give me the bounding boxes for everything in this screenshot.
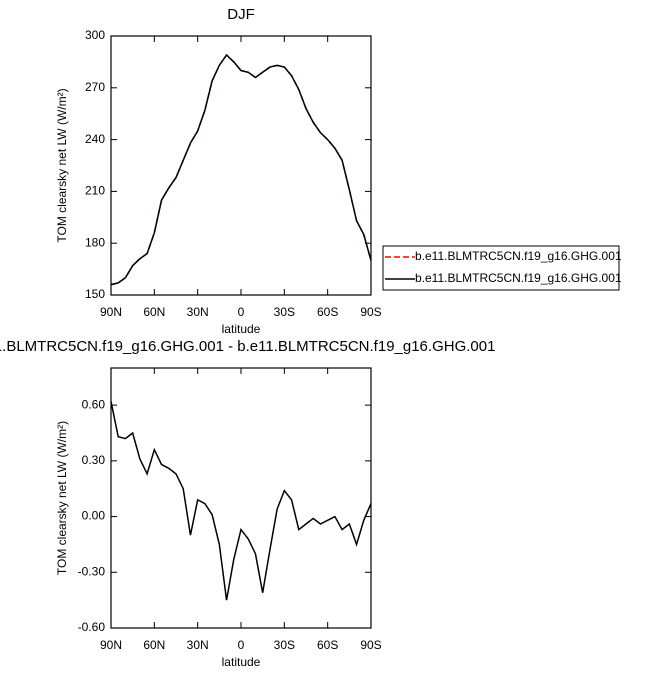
- data-line: [110, 53, 372, 286]
- x-tick-label: 30S: [274, 638, 295, 652]
- x-tick-label: 30N: [187, 305, 209, 319]
- y-tick-label: 300: [85, 28, 105, 42]
- y-tick-label: 270: [85, 80, 105, 94]
- x-tick-label: 0: [238, 638, 245, 652]
- y-tick-label: -0.60: [78, 620, 106, 634]
- plot-frame: [110, 35, 372, 296]
- y-tick-label: 0.30: [82, 453, 106, 467]
- x-axis-label: latitude: [222, 655, 261, 669]
- y-tick-label: -0.30: [78, 564, 106, 578]
- y-tick-label: 0.00: [82, 509, 106, 523]
- chart-title: 11.BLMTRC5CN.f19_g16.GHG.001 - b.e11.BLM…: [0, 338, 495, 355]
- y-axis-label: TOM clearsky net LW (W/m²): [55, 88, 69, 242]
- x-tick-label: 60S: [317, 638, 338, 652]
- x-tick-label: 90S: [360, 305, 381, 319]
- plot-frame: [110, 367, 372, 629]
- x-tick-label: 90N: [100, 638, 122, 652]
- y-tick-label: 180: [85, 235, 105, 249]
- y-tick-label: 0.60: [82, 397, 106, 411]
- y-tick-label: 240: [85, 132, 105, 146]
- y-tick-label: 150: [85, 287, 105, 301]
- x-axis-label: latitude: [222, 322, 261, 336]
- legend-label: b.e11.BLMTRC5CN.f19_g16.GHG.001: [415, 249, 622, 263]
- x-tick-label: 60N: [143, 638, 165, 652]
- y-axis-label: TOM clearsky net LW (W/m²): [55, 421, 69, 575]
- x-tick-label: 30S: [274, 305, 295, 319]
- legend-label: b.e11.BLMTRC5CN.f19_g16.GHG.001: [415, 271, 622, 285]
- legend-box: [382, 245, 620, 291]
- y-tick-label: 210: [85, 184, 105, 198]
- data-line: [110, 53, 372, 286]
- x-tick-label: 90N: [100, 305, 122, 319]
- x-tick-label: 90S: [360, 638, 381, 652]
- data-line: [110, 401, 372, 601]
- x-tick-label: 60S: [317, 305, 338, 319]
- x-tick-label: 30N: [187, 638, 209, 652]
- x-tick-label: 60N: [143, 305, 165, 319]
- chart-title: DJF: [227, 6, 255, 23]
- x-tick-label: 0: [238, 305, 245, 319]
